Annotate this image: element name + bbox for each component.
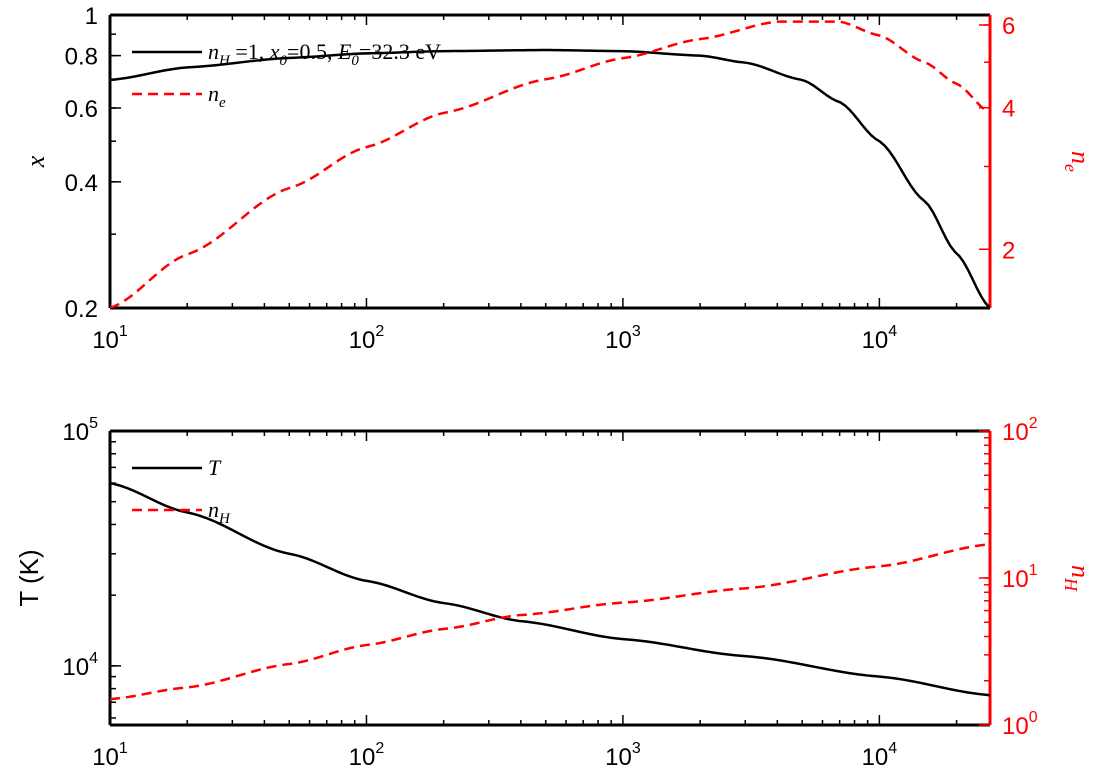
left-tick-base: 10 <box>62 654 89 681</box>
x-tick-base: 10 <box>92 744 119 771</box>
legend-part: =1, <box>230 39 270 64</box>
legend-part: 0 <box>351 53 359 69</box>
right-axis-label-sub: H <box>1061 577 1081 592</box>
right-tick-label: 4 <box>1002 96 1015 123</box>
right-tick-exp: 0 <box>1029 709 1038 726</box>
left-tick-label: 105 <box>62 415 98 446</box>
right-tick-label: 101 <box>1002 562 1038 593</box>
left-tick-label: 0.4 <box>65 170 98 197</box>
legend-entry: nH <box>208 497 231 527</box>
x-tick-label: 104 <box>862 323 898 354</box>
x-tick-base: 10 <box>92 327 119 354</box>
right-tick-label: 100 <box>1002 709 1038 740</box>
x-tick-label: 104 <box>862 740 898 771</box>
right-axis-label: ne <box>1061 151 1095 172</box>
x-tick-base: 10 <box>862 744 889 771</box>
legend-part: H <box>218 511 231 527</box>
left-tick-label: 0.8 <box>65 44 98 71</box>
legend-part: E <box>337 39 352 64</box>
x-tick-base: 10 <box>862 327 889 354</box>
legend-part: H <box>218 53 231 69</box>
right-tick-base: 10 <box>1002 419 1029 446</box>
x-tick-label: 102 <box>349 323 385 354</box>
x-tick-label: 103 <box>605 323 641 354</box>
right-tick-label: 6 <box>1002 13 1015 40</box>
x-tick-base: 10 <box>605 744 632 771</box>
legend-part: n <box>208 39 219 64</box>
legend-part: =0.5, <box>287 39 338 64</box>
left-tick-exp: 5 <box>89 415 98 432</box>
legend-part: =32.3 eV <box>359 39 441 64</box>
right-axis-label: nH <box>1061 565 1095 592</box>
right-tick-base: 10 <box>1002 713 1029 740</box>
legend-entry: nH =1, x0=0.5, E0=32.3 eV <box>208 39 441 69</box>
right-tick-base: 10 <box>1002 566 1029 593</box>
legend-part: x <box>269 39 280 64</box>
right-tick-exp: 2 <box>1029 415 1038 432</box>
x-tick-exp: 3 <box>632 323 641 340</box>
legend-part: 0 <box>280 53 288 69</box>
legend: TnH <box>132 455 231 527</box>
right-axis-label-main: n <box>1066 151 1095 164</box>
series-line-n-e <box>110 20 990 308</box>
left-tick-base: 10 <box>62 419 89 446</box>
x-tick-exp: 2 <box>375 740 384 757</box>
left-tick-exp: 4 <box>89 650 98 667</box>
left-tick-label: 0.2 <box>65 296 98 323</box>
series-line-n-h <box>110 542 990 701</box>
x-tick-base: 10 <box>605 327 632 354</box>
x-tick-exp: 3 <box>632 740 641 757</box>
x-tick-exp: 1 <box>119 323 128 340</box>
left-axis-label: T (K) <box>14 549 44 606</box>
left-axis-label: x <box>21 155 50 168</box>
right-tick-label: 2 <box>1002 237 1015 264</box>
legend-entry: T <box>208 455 222 480</box>
x-tick-label: 101 <box>92 323 128 354</box>
x-tick-base: 10 <box>349 327 376 354</box>
legend-part: n <box>208 497 219 522</box>
legend-part: T <box>208 455 222 480</box>
x-tick-exp: 2 <box>375 323 384 340</box>
x-minor-ticks <box>186 431 958 725</box>
x-tick-exp: 1 <box>119 740 128 757</box>
legend-entry: ne <box>208 81 226 111</box>
right-axis-label-sub: e <box>1061 164 1081 172</box>
x-tick-exp: 4 <box>888 740 897 757</box>
right-tick-exp: 1 <box>1029 562 1038 579</box>
left-tick-label: 0.6 <box>65 96 98 123</box>
series-line-t <box>110 481 990 697</box>
right-axis-label-main: n <box>1066 565 1095 578</box>
left-tick-label: 1 <box>85 3 98 30</box>
legend-part: n <box>208 81 219 106</box>
x-tick-label: 101 <box>92 740 128 771</box>
x-tick-exp: 4 <box>888 323 897 340</box>
x-tick-label: 102 <box>349 740 385 771</box>
series-line-n-h-1-x-0-0-5-e-0-32-3-ev <box>110 48 990 308</box>
right-tick-label: 102 <box>1002 415 1038 446</box>
x-tick-base: 10 <box>349 744 376 771</box>
legend-part: e <box>219 95 226 111</box>
x-tick-label: 103 <box>605 740 641 771</box>
left-tick-label: 104 <box>62 650 98 681</box>
